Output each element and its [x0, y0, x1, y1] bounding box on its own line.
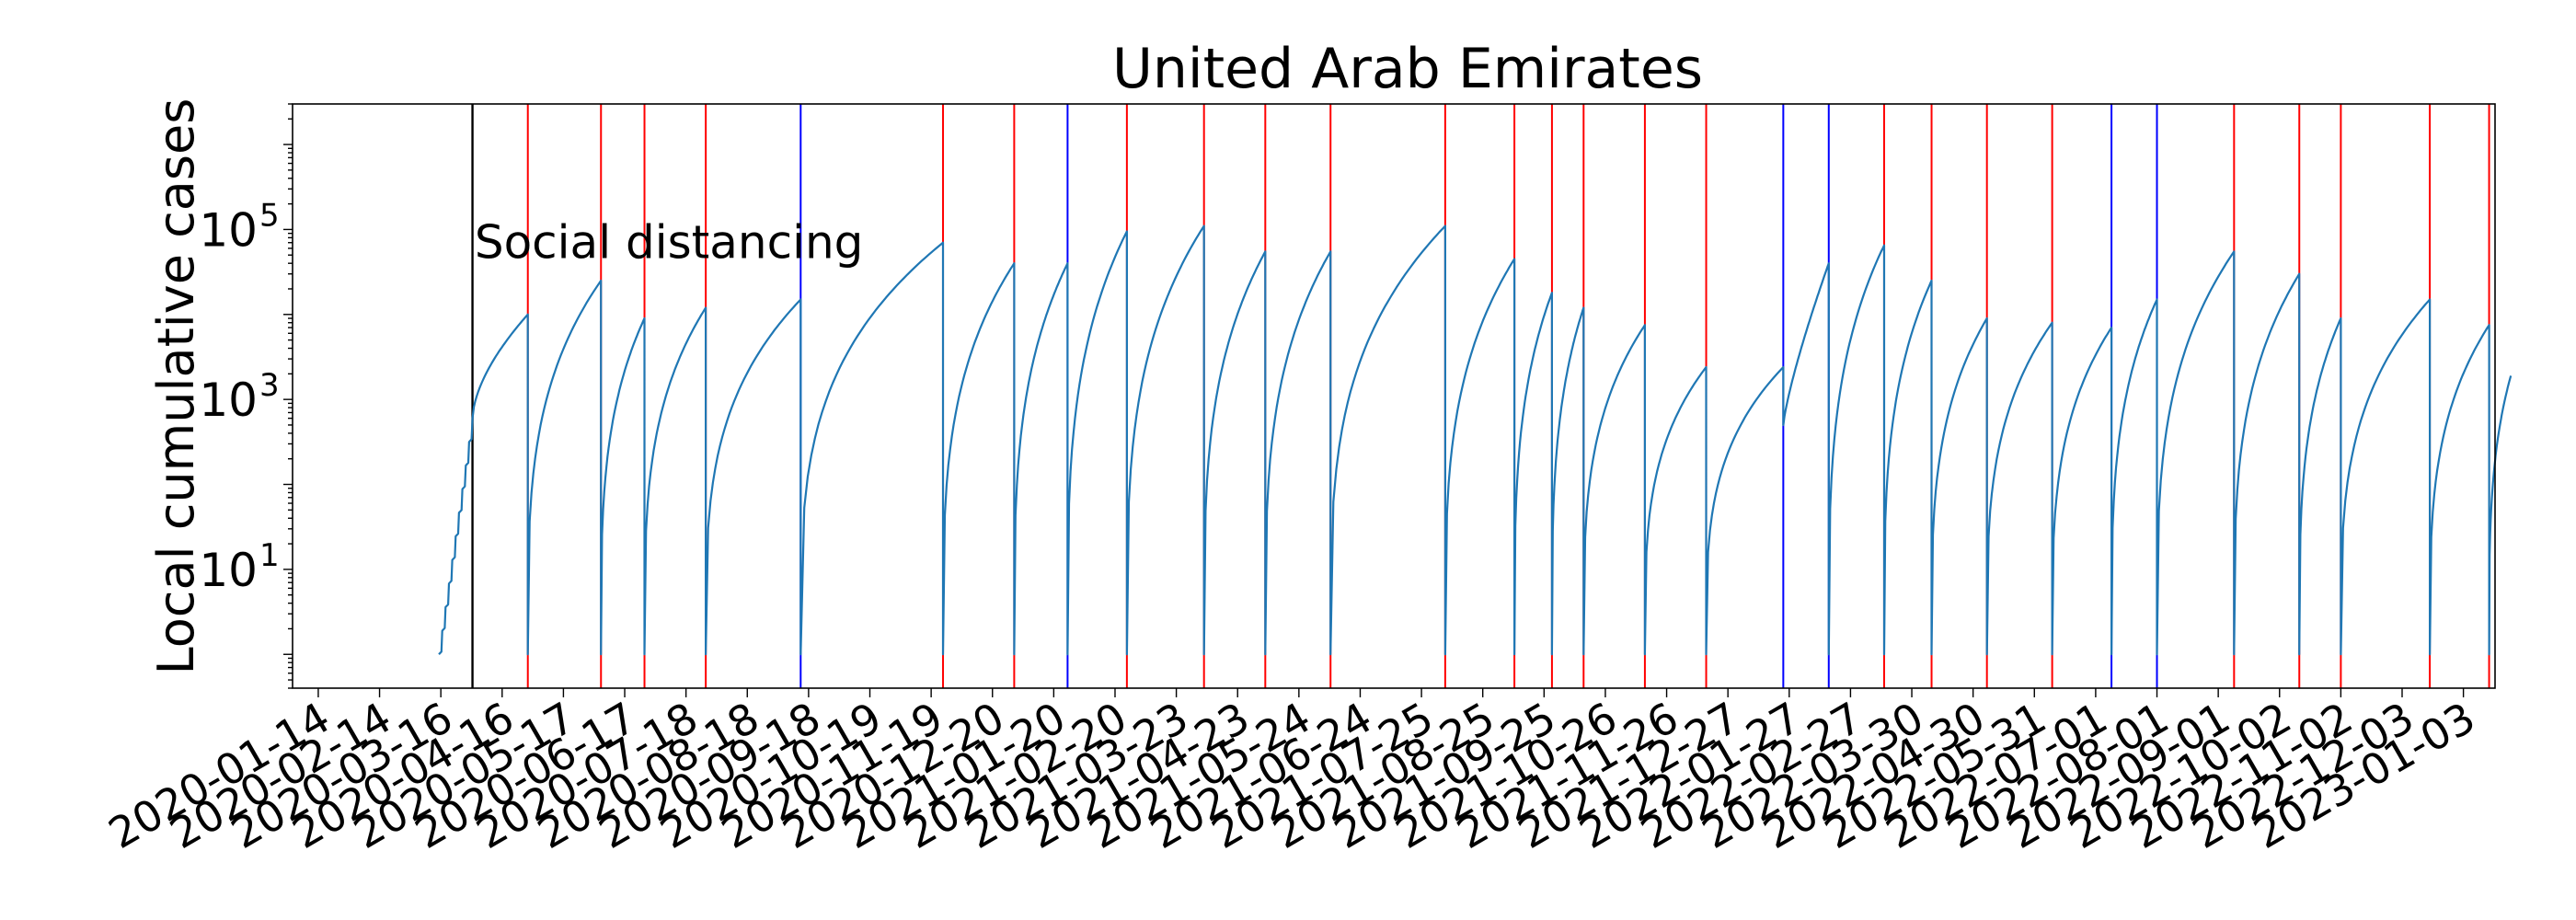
- chart-title: United Arab Emirates: [1112, 37, 1703, 101]
- annotation-label: Social distancing: [475, 215, 864, 269]
- series-group: [438, 224, 2513, 656]
- annotation-group: Social distancing: [475, 215, 864, 269]
- y-tick-exponent: 3: [259, 367, 280, 404]
- y-tick-label: 10: [199, 203, 258, 257]
- y-tick-exponent: 5: [259, 197, 280, 234]
- x-axis: 2020-01-142020-02-142020-03-162020-04-16…: [100, 688, 2483, 858]
- intervention-lines: [471, 104, 2490, 688]
- y-tick-label: 10: [199, 544, 258, 597]
- series-line: [438, 224, 2513, 656]
- y-tick-exponent: 1: [259, 537, 280, 574]
- y-tick-label: 10: [199, 374, 258, 427]
- y-axis-label: Local cumulative cases: [147, 98, 205, 675]
- plot-frame: [292, 103, 2496, 689]
